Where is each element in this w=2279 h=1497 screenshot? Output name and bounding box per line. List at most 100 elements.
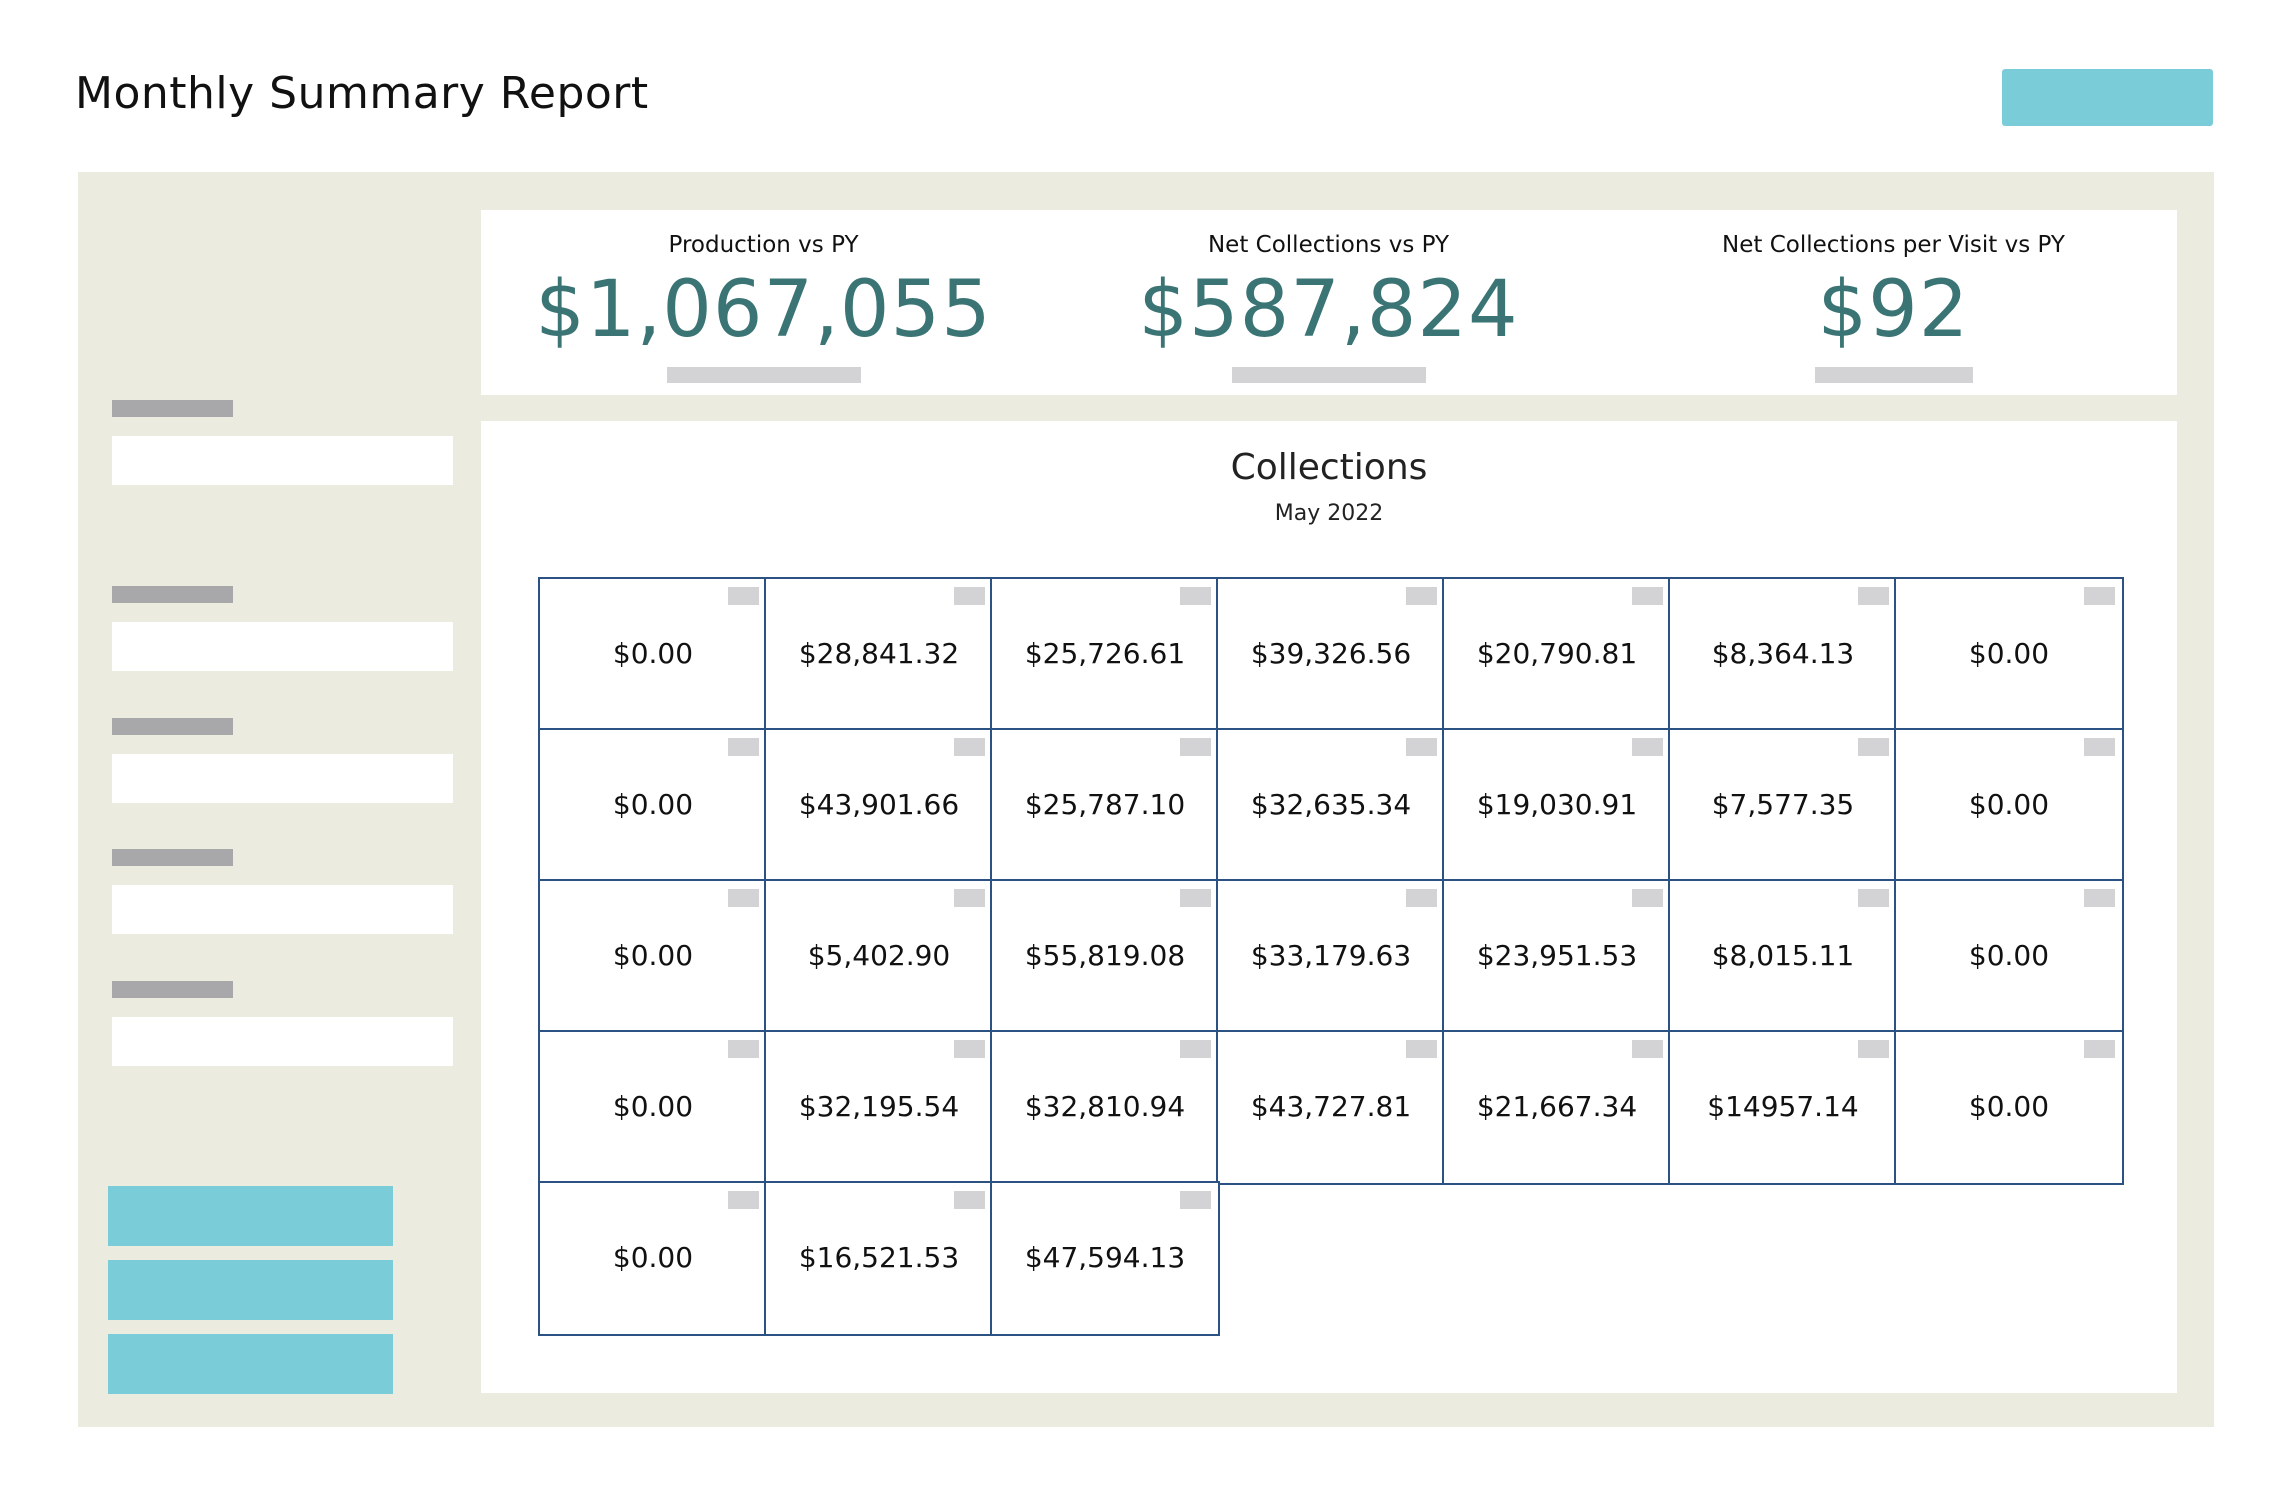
day-number-placeholder [1632,587,1663,605]
calendar-day-cell[interactable]: $19,030.91 [1442,728,1672,883]
sidebar-button-3[interactable] [108,1334,393,1394]
calendar-day-cell[interactable]: $0.00 [1894,879,2124,1034]
kpi-label: Net Collections vs PY [1207,232,1450,258]
daily-collection-value: $0.00 [1968,788,2050,821]
calendar-day-cell[interactable]: $25,726.61 [990,577,1220,732]
filter-label-5 [112,981,233,998]
page-title: Monthly Summary Report [75,68,649,119]
daily-collection-value: $25,787.10 [1024,788,1186,821]
daily-collection-value: $55,819.08 [1024,939,1186,972]
calendar-day-cell[interactable]: $33,179.63 [1216,879,1446,1034]
day-number-placeholder [2084,587,2115,605]
day-number-placeholder [728,587,759,605]
kpi-production: Production vs PY $1,067,055 [481,210,1046,395]
calendar-day-cell[interactable]: $47,594.13 [990,1181,1220,1336]
collections-subtitle: May 2022 [1274,501,1384,526]
calendar-day-cell[interactable]: $32,195.54 [764,1030,994,1185]
kpi-value: $1,067,055 [535,265,992,355]
day-number-placeholder [954,1040,985,1058]
day-number-placeholder [1180,738,1211,756]
day-number-placeholder [1858,738,1889,756]
calendar-day-cell[interactable]: $0.00 [538,1030,768,1185]
calendar-day-cell[interactable]: $0.00 [538,1181,768,1336]
daily-collection-value: $5,402.90 [807,939,951,972]
daily-collection-value: $19,030.91 [1476,788,1638,821]
filter-label-3 [112,718,233,735]
daily-collection-value: $14957.14 [1707,1090,1859,1123]
day-number-placeholder [954,1191,985,1209]
calendar-day-cell[interactable]: $16,521.53 [764,1181,994,1336]
day-number-placeholder [1632,738,1663,756]
daily-collection-value: $25,726.61 [1024,637,1186,670]
filter-label-1 [112,400,233,417]
calendar-day-cell[interactable]: $5,402.90 [764,879,994,1034]
filter-label-2 [112,586,233,603]
daily-collection-value: $8,015.11 [1711,939,1855,972]
daily-collection-value: $47,594.13 [1024,1241,1186,1274]
day-number-placeholder [2084,738,2115,756]
kpi-net-collections: Net Collections vs PY $587,824 [1046,210,1611,395]
kpi-bar [666,367,861,383]
filter-input-2[interactable] [112,622,453,671]
kpi-label: Net Collections per Visit vs PY [1722,232,2065,258]
calendar-day-cell[interactable]: $32,635.34 [1216,728,1446,883]
daily-collection-value: $33,179.63 [1250,939,1412,972]
calendar-day-cell[interactable]: $23,951.53 [1442,879,1672,1034]
calendar-day-cell[interactable]: $32,810.94 [990,1030,1220,1185]
kpi-label: Production vs PY [668,232,859,258]
daily-collection-value: $7,577.35 [1711,788,1855,821]
day-number-placeholder [728,1040,759,1058]
daily-collection-value: $0.00 [612,939,694,972]
calendar-day-cell[interactable]: $28,841.32 [764,577,994,732]
header-action-button[interactable] [2002,69,2213,126]
daily-collection-value: $0.00 [612,788,694,821]
calendar-day-cell[interactable]: $14957.14 [1668,1030,1898,1185]
daily-collection-value: $43,727.81 [1250,1090,1412,1123]
calendar-day-cell[interactable]: $0.00 [538,728,768,883]
calendar-day-cell[interactable]: $21,667.34 [1442,1030,1672,1185]
calendar-day-cell[interactable]: $43,901.66 [764,728,994,883]
calendar-day-cell[interactable]: $8,015.11 [1668,879,1898,1034]
calendar-day-cell[interactable]: $20,790.81 [1442,577,1672,732]
daily-collection-value: $43,901.66 [798,788,960,821]
sidebar-button-1[interactable] [108,1186,393,1246]
calendar-day-cell[interactable]: $0.00 [538,577,768,732]
calendar-day-cell[interactable]: $0.00 [1894,577,2124,732]
filter-input-5[interactable] [112,1017,453,1066]
day-number-placeholder [1858,889,1889,907]
daily-collection-value: $23,951.53 [1476,939,1638,972]
filter-input-1[interactable] [112,436,453,485]
daily-collection-value: $32,635.34 [1250,788,1412,821]
calendar-day-cell[interactable]: $55,819.08 [990,879,1220,1034]
filter-label-4 [112,849,233,866]
daily-collection-value: $28,841.32 [798,637,960,670]
day-number-placeholder [728,889,759,907]
day-number-placeholder [1632,889,1663,907]
filter-input-4[interactable] [112,885,453,934]
filter-input-3[interactable] [112,754,453,803]
calendar-day-cell[interactable]: $39,326.56 [1216,577,1446,732]
day-number-placeholder [954,889,985,907]
daily-collection-value: $0.00 [1968,637,2050,670]
sidebar-button-2[interactable] [108,1260,393,1320]
calendar-day-cell[interactable]: $0.00 [538,879,768,1034]
kpi-collections-per-visit: Net Collections per Visit vs PY $92 [1611,210,2176,395]
daily-collection-value: $32,810.94 [1024,1090,1186,1123]
day-number-placeholder [1406,587,1437,605]
day-number-placeholder [1180,587,1211,605]
calendar-day-cell[interactable]: $25,787.10 [990,728,1220,883]
day-number-placeholder [1858,587,1889,605]
calendar-day-cell[interactable]: $0.00 [1894,1030,2124,1185]
calendar-day-cell[interactable]: $43,727.81 [1216,1030,1446,1185]
daily-collection-value: $20,790.81 [1476,637,1638,670]
day-number-placeholder [728,1191,759,1209]
calendar-day-cell[interactable]: $8,364.13 [1668,577,1898,732]
daily-collection-value: $0.00 [1968,1090,2050,1123]
day-number-placeholder [1406,1040,1437,1058]
day-number-placeholder [1180,889,1211,907]
day-number-placeholder [1858,1040,1889,1058]
kpi-value: $587,824 [1138,265,1519,355]
calendar-day-cell[interactable]: $7,577.35 [1668,728,1898,883]
calendar-day-cell[interactable]: $0.00 [1894,728,2124,883]
day-number-placeholder [1406,889,1437,907]
